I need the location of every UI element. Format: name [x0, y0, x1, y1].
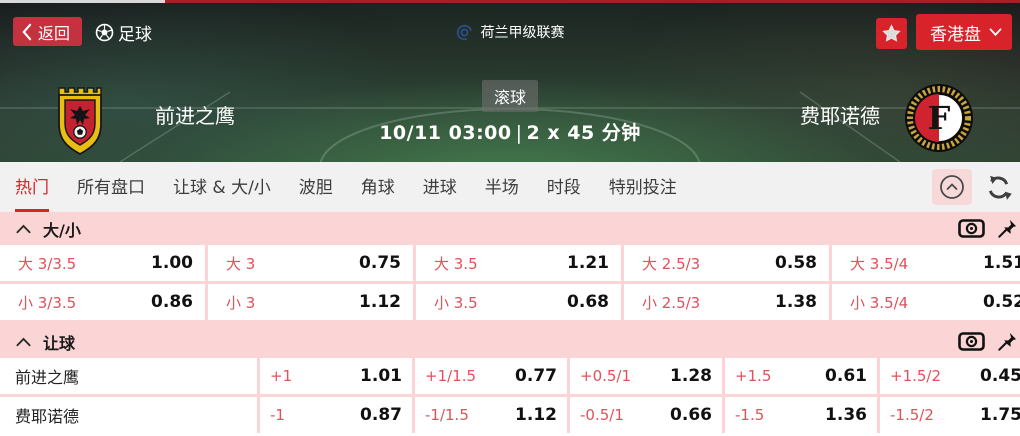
- home-handicap-row: 前进之鹰 +1 1.01 +1/1.5 0.77 +0.5/1 1.28 +1.5 0.…: [0, 358, 1020, 394]
- odds-cell[interactable]: 小 3 1.12: [208, 284, 413, 320]
- league-title-bar: 荷兰甲级联赛: [0, 22, 1020, 42]
- refresh-icon: [985, 174, 1012, 201]
- star-icon: [881, 23, 902, 44]
- odds-cell[interactable]: +1.5/2 0.45: [880, 358, 1020, 394]
- odds-cell[interactable]: -1.5 1.36: [725, 397, 877, 433]
- home-team-name: 前进之鹰: [155, 104, 235, 128]
- tab-period[interactable]: 时段: [546, 178, 581, 198]
- tab-goals[interactable]: 进球: [422, 178, 457, 198]
- tab-handicap-overunder[interactable]: 让球 & 大/小: [173, 178, 271, 198]
- odds-cell[interactable]: -1 0.87: [260, 397, 412, 433]
- odds-cell[interactable]: 小 3.5/4 0.52: [832, 284, 1020, 320]
- svg-text:F: F: [928, 99, 951, 137]
- stadium-header: 返回 足球 荷兰甲级联赛: [0, 0, 1020, 162]
- odds-type-label: 香港盘: [930, 24, 981, 45]
- section-title: 大/小: [43, 220, 81, 240]
- under-row: 小 3/3.5 0.86 小 3 1.12 小 3.5 0.68 小 2.5/3 1.3…: [0, 284, 1020, 320]
- odds-cell[interactable]: +1/1.5 0.77: [415, 358, 567, 394]
- home-team-logo: [55, 84, 105, 160]
- favorite-button[interactable]: [876, 18, 907, 49]
- odds-type-dropdown[interactable]: 香港盘: [916, 14, 1012, 50]
- soccer-ball-icon: [95, 23, 114, 42]
- away-team-name: 费耶诺德: [800, 104, 880, 128]
- match-center-info: 滚球 10/11 03:00 | 2 x 45 分钟: [0, 80, 1020, 145]
- section-over-under-header[interactable]: 大/小: [0, 212, 1020, 245]
- market-tabbar: 热门 所有盘口 让球 & 大/小 波胆 角球 进球 半场 时段 特别投注: [0, 162, 1020, 212]
- collapse-all-button[interactable]: [932, 169, 972, 205]
- team-name-cell: 费耶诺德: [0, 397, 257, 433]
- tab-hot[interactable]: 热门: [15, 162, 49, 212]
- back-label: 返回: [38, 23, 71, 43]
- odds-cell[interactable]: 大 3.5 1.21: [416, 245, 621, 281]
- match-duration: 2 x 45 分钟: [526, 122, 641, 144]
- section-title: 让球: [43, 333, 76, 353]
- over-row: 大 3/3.5 1.00 大 3 0.75 大 3.5 1.21 大 2.5/3 0.5…: [0, 245, 1020, 281]
- tab-correct-score[interactable]: 波胆: [298, 178, 333, 198]
- odds-cell[interactable]: 大 3/3.5 1.00: [0, 245, 205, 281]
- odds-cell[interactable]: 大 3 0.75: [208, 245, 413, 281]
- odds-cell[interactable]: 小 2.5/3 1.38: [624, 284, 829, 320]
- odds-cell[interactable]: 大 2.5/3 0.58: [624, 245, 829, 281]
- odds-cell[interactable]: 小 3.5 0.68: [416, 284, 621, 320]
- odds-cell[interactable]: -1/1.5 1.12: [415, 397, 567, 433]
- refresh-button[interactable]: [982, 169, 1014, 205]
- league-name: 荷兰甲级联赛: [480, 25, 565, 41]
- away-team-logo: F: [903, 82, 975, 158]
- pin-icon[interactable]: [997, 331, 1018, 352]
- kickoff-time: 10/11 03:00: [379, 122, 512, 144]
- odds-cell[interactable]: +0.5/1 1.28: [570, 358, 722, 394]
- tab-corners[interactable]: 角球: [360, 178, 395, 198]
- team-name-cell: 前进之鹰: [0, 358, 257, 394]
- pin-icon[interactable]: [997, 218, 1018, 239]
- eye-icon[interactable]: [958, 219, 985, 238]
- sport-label: 足球: [118, 24, 152, 45]
- tab-specials[interactable]: 特别投注: [608, 178, 677, 198]
- eye-icon[interactable]: [958, 332, 985, 351]
- odds-cell[interactable]: 小 3/3.5 0.86: [0, 284, 205, 320]
- live-badge: 滚球: [481, 80, 538, 112]
- section-handicap-header[interactable]: 让球: [0, 325, 1020, 358]
- top-progress-strip: [0, 0, 1020, 3]
- odds-cell[interactable]: -1.5/2 1.75: [880, 397, 1020, 433]
- odds-cell[interactable]: -0.5/1 0.66: [570, 397, 722, 433]
- back-button[interactable]: 返回: [13, 17, 83, 46]
- odds-cell[interactable]: +1 1.01: [260, 358, 412, 394]
- chevron-up-icon: [16, 224, 31, 234]
- league-icon: [456, 24, 473, 41]
- section-handicap: 让球 前进之鹰 +1 1.01 +1/1.5 0.77 +0.5/1 1.28: [0, 325, 1020, 433]
- tab-half[interactable]: 半场: [484, 178, 519, 198]
- chevron-up-icon: [16, 337, 31, 347]
- section-over-under: 大/小 大 3/3.5 1.00 大 3 0.75 大 3.5 1.21 大 2.5/: [0, 212, 1020, 325]
- match-time: 10/11 03:00 | 2 x 45 分钟: [0, 118, 1020, 145]
- sport-selector[interactable]: 足球: [95, 20, 152, 45]
- away-handicap-row: 费耶诺德 -1 0.87 -1/1.5 1.12 -0.5/1 0.66 -1.5 1.…: [0, 397, 1020, 433]
- tab-all-markets[interactable]: 所有盘口: [77, 178, 145, 198]
- odds-cell[interactable]: +1.5 0.61: [725, 358, 877, 394]
- time-separator: |: [515, 122, 523, 144]
- circled-chevron-up-icon: [939, 174, 965, 200]
- chevron-left-icon: [21, 23, 32, 41]
- chevron-down-icon: [989, 27, 1002, 37]
- odds-cell[interactable]: 大 3.5/4 1.51: [832, 245, 1020, 281]
